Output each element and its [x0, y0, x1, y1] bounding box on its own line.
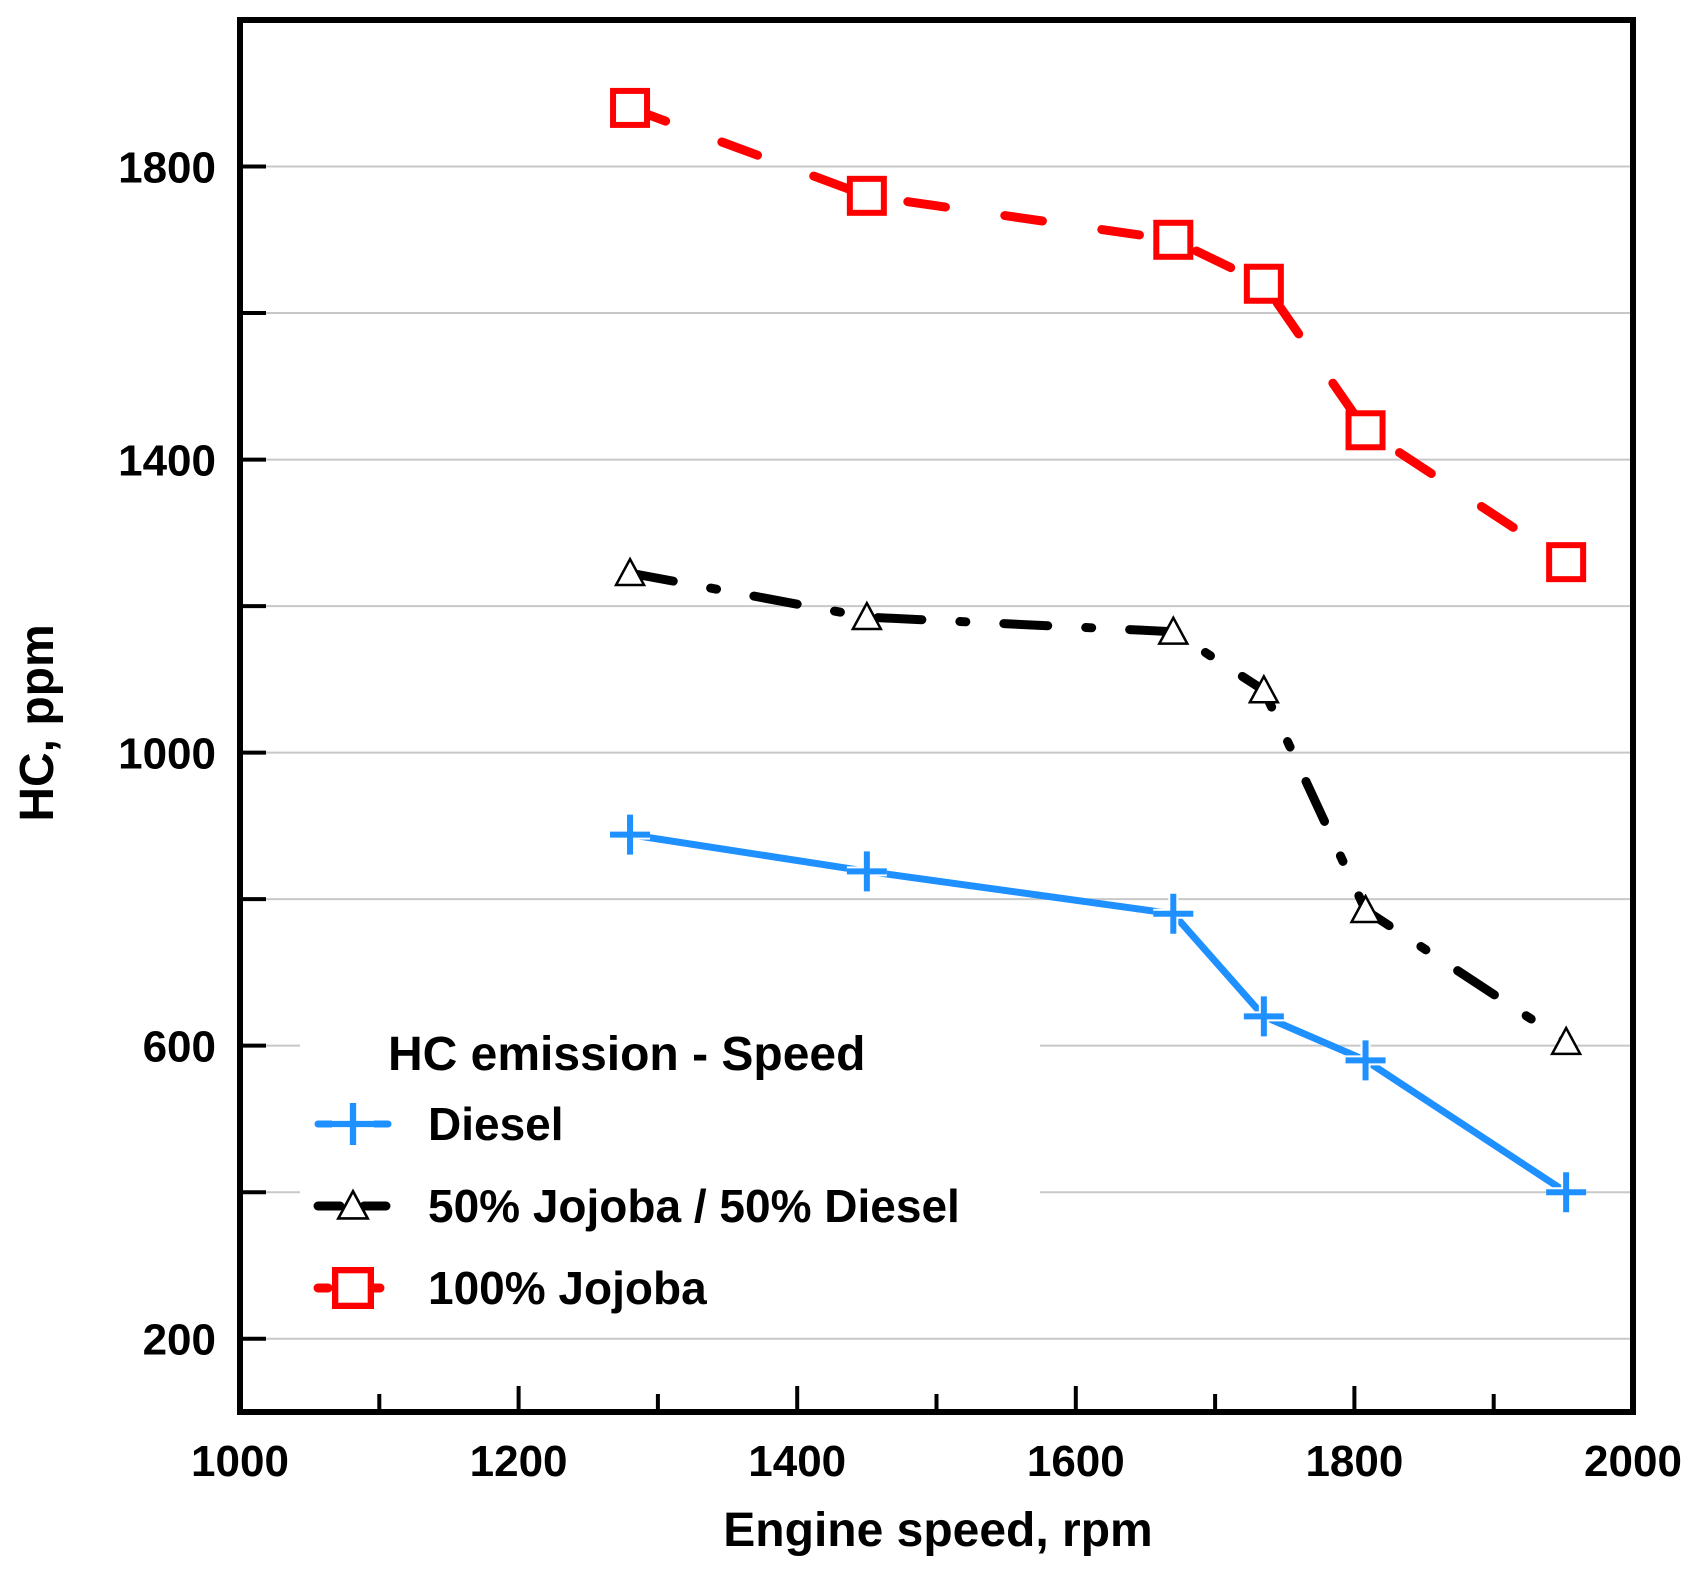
legend-item: 50% Jojoba / 50% Diesel	[313, 1180, 960, 1232]
data-point-marker	[1157, 615, 1190, 645]
x-tick-label: 1400	[748, 1437, 846, 1486]
axis-ticks: 200 600 1000 1400 1800 1000 1200 1400 1600 1800 20…	[118, 144, 1682, 1486]
data-point-marker	[846, 175, 887, 216]
y-tick-label: 1400	[118, 437, 216, 486]
data-point-marker	[1546, 1172, 1587, 1213]
x-tick-label: 1800	[1305, 1437, 1403, 1486]
data-point-marker	[1243, 263, 1284, 304]
legend-label: Diesel	[428, 1098, 564, 1150]
y-axis-title: HC, ppm	[11, 624, 64, 821]
data-point-marker	[336, 1188, 370, 1220]
data-point-marker	[1345, 410, 1386, 451]
x-tick-label: 1000	[191, 1437, 289, 1486]
data-point-marker	[610, 87, 651, 128]
data-point-marker	[1345, 1040, 1386, 1081]
legend-label: 100% Jojoba	[428, 1262, 707, 1314]
series-group	[610, 87, 1587, 583]
x-tick-label: 1200	[470, 1437, 568, 1486]
y-tick-label: 600	[143, 1023, 216, 1072]
data-point-marker	[1546, 542, 1587, 583]
data-point-marker	[331, 1267, 374, 1310]
legend-title: HC emission - Speed	[388, 1028, 865, 1081]
data-point-marker	[1550, 1025, 1583, 1056]
data-point-marker	[1349, 893, 1382, 924]
y-tick-label: 1800	[118, 144, 216, 193]
data-point-marker	[1153, 219, 1194, 260]
data-point-marker	[846, 851, 887, 892]
legend-items: Diesel 50% Jojoba / 50% Diesel 100% Jojoba	[313, 1098, 960, 1314]
legend-item: 100% Jojoba	[313, 1262, 707, 1314]
data-point-marker	[613, 556, 647, 587]
data-point-marker	[1247, 673, 1280, 704]
data-point-marker	[1243, 996, 1284, 1037]
data-point-marker	[610, 814, 651, 855]
legend-background	[300, 1005, 1040, 1330]
series-line	[626, 831, 1570, 1196]
x-tick-label: 2000	[1584, 1437, 1682, 1486]
data-point-marker	[850, 600, 883, 631]
series-group	[613, 556, 1583, 1056]
series-group	[610, 814, 1587, 1213]
x-axis-title: Engine speed, rpm	[723, 1504, 1152, 1557]
data-point-marker	[1153, 893, 1194, 934]
y-tick-label: 200	[143, 1316, 216, 1365]
series-layer	[610, 87, 1587, 1213]
legend-item: Diesel	[314, 1098, 564, 1150]
series-line	[625, 103, 1571, 567]
legend-label: 50% Jojoba / 50% Diesel	[428, 1180, 960, 1232]
series-line	[625, 568, 1571, 1047]
legend: HC emission - Speed Diesel 50% Jojoba / 5…	[300, 1005, 1040, 1330]
x-tick-label: 1600	[1027, 1437, 1125, 1486]
y-tick-label: 1000	[118, 730, 216, 779]
data-point-marker	[332, 1103, 374, 1145]
